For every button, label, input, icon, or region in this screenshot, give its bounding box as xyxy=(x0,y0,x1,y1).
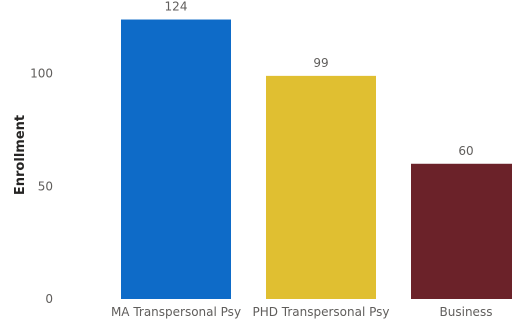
y-axis-ticks: 0 50 100 xyxy=(30,67,53,306)
x-tick-label: MA Transpersonal Psy xyxy=(111,305,241,319)
bar-business xyxy=(411,163,512,299)
x-tick-label: PHD Transpersonal Psy xyxy=(252,305,389,319)
data-label: 124 xyxy=(165,0,188,14)
data-label: 60 xyxy=(458,144,473,158)
y-tick-label: 0 xyxy=(45,292,53,306)
bar-ma-transpersonal-psy xyxy=(121,19,231,300)
data-labels: 124 99 60 xyxy=(165,0,474,158)
y-tick-label: 100 xyxy=(30,67,53,81)
bar-phd-transpersonal-psy xyxy=(266,75,376,299)
y-axis-title: Enrollment xyxy=(13,115,28,195)
data-label: 99 xyxy=(313,56,328,70)
x-axis-labels: MA Transpersonal Psy PHD Transpersonal Ps… xyxy=(111,305,493,319)
y-tick-label: 50 xyxy=(38,179,53,193)
bars-group xyxy=(121,19,512,300)
x-tick-label: Business xyxy=(440,305,493,319)
